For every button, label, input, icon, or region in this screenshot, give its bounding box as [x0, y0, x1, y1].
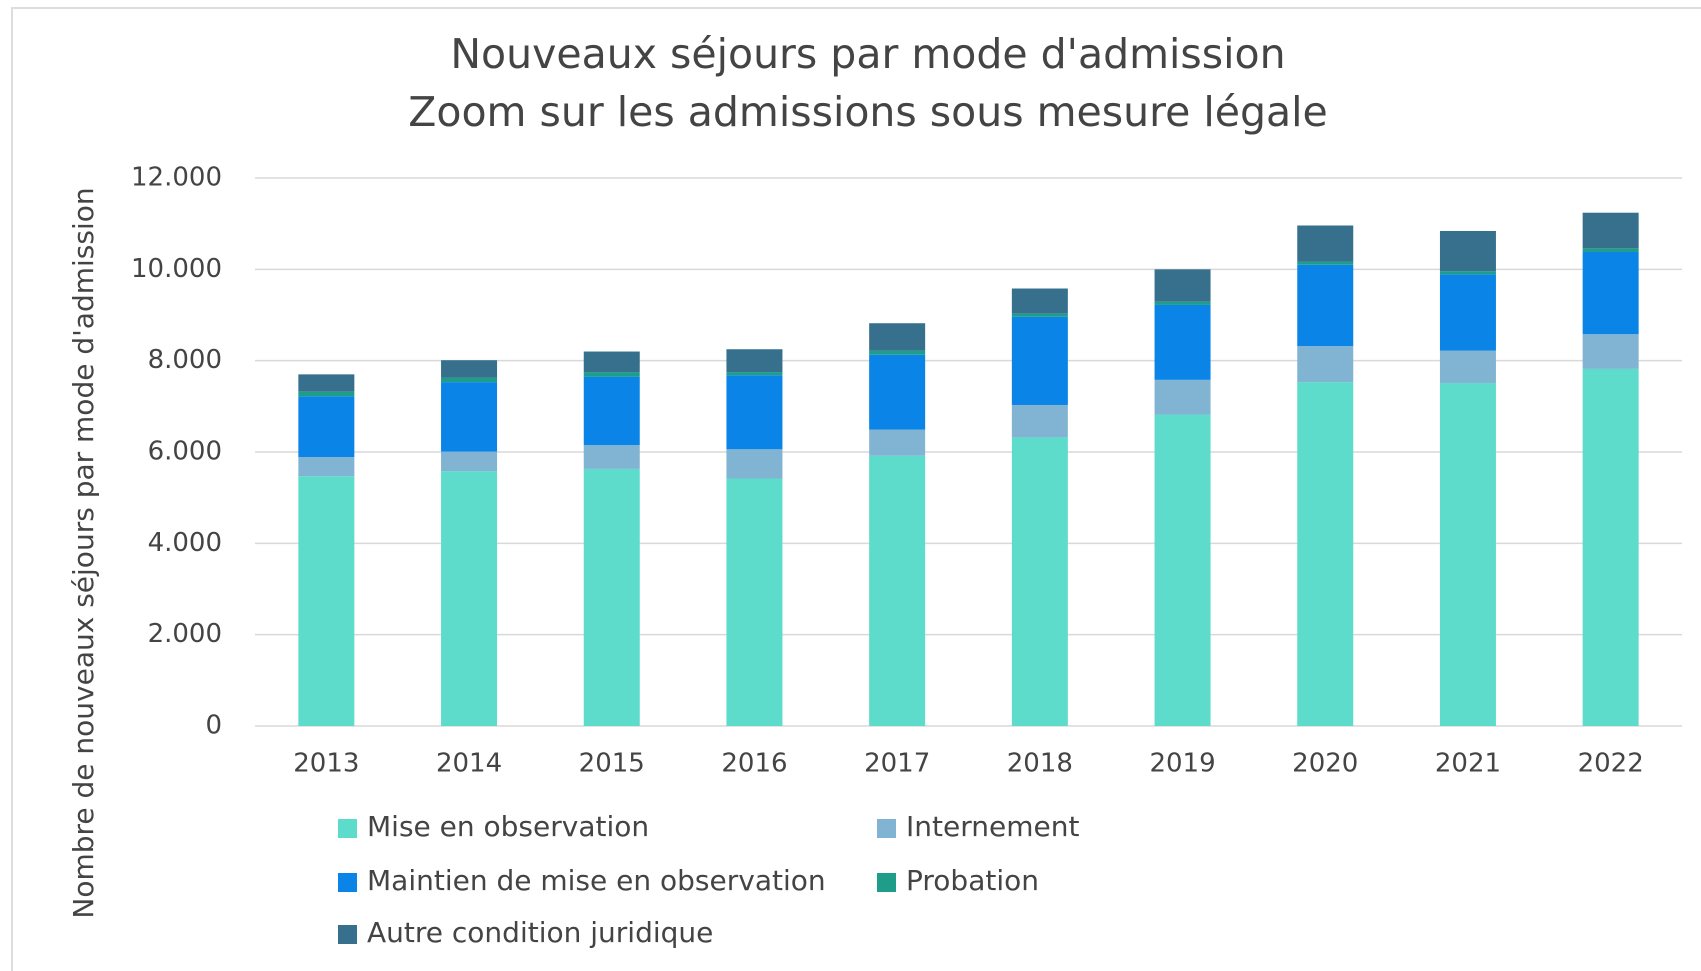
- bar-segment: [1154, 414, 1211, 726]
- x-tick-label: 2016: [721, 749, 787, 779]
- legend-label: Internement: [906, 810, 1079, 843]
- y-tick-label: 8.000: [148, 345, 222, 375]
- bar-segment: [298, 457, 355, 477]
- chart-title: Nouveaux séjours par mode d'admission: [450, 30, 1285, 78]
- x-tick-label: 2013: [293, 749, 359, 779]
- bar-segment: [869, 429, 926, 456]
- bar-segment: [1154, 301, 1211, 305]
- y-tick-label: 4.000: [148, 528, 222, 558]
- bar-segment: [869, 354, 926, 430]
- bar-segment: [583, 351, 640, 373]
- y-tick-label: 6.000: [148, 437, 222, 467]
- bar-segment: [1011, 404, 1068, 438]
- bar-segment: [1582, 248, 1639, 252]
- legend-swatch: [877, 819, 896, 838]
- bar-segment: [1011, 288, 1068, 314]
- legend-label: Mise en observation: [367, 810, 649, 843]
- bar-segment: [1011, 313, 1068, 317]
- bar-segment: [869, 323, 926, 351]
- x-tick-label: 2018: [1007, 749, 1073, 779]
- bar-segment: [1297, 346, 1354, 383]
- bar-segment: [1297, 264, 1354, 347]
- bar-segment: [583, 445, 640, 469]
- y-axis-label: Nombre de nouveaux séjours par mode d'ad…: [67, 187, 100, 918]
- bar-segment: [1154, 304, 1211, 380]
- x-tick-label: 2021: [1435, 749, 1501, 779]
- bar-segment: [441, 382, 498, 452]
- bar-segment: [1582, 212, 1639, 249]
- bar-segment: [1154, 269, 1211, 302]
- frame: [11, 7, 1701, 971]
- bar-segment: [583, 468, 640, 726]
- bar-segment: [1297, 225, 1354, 262]
- bar-segment: [1297, 382, 1354, 726]
- x-tick-label: 2020: [1292, 749, 1358, 779]
- legend-swatch: [877, 873, 896, 892]
- bar-segment: [298, 476, 355, 726]
- bar-segment: [1439, 230, 1496, 272]
- bar-segment: [1011, 437, 1068, 726]
- bar-segment: [441, 377, 498, 383]
- chart-subtitle: Zoom sur les admissions sous mesure léga…: [408, 88, 1327, 136]
- bar-segment: [441, 451, 498, 472]
- bar-segment: [1154, 379, 1211, 415]
- x-tick-label: 2017: [864, 749, 930, 779]
- legend-swatch: [338, 925, 357, 944]
- bar-segment: [298, 396, 355, 458]
- bar-segment: [869, 350, 926, 355]
- y-tick-label: 0: [205, 711, 222, 741]
- bar-segment: [1439, 271, 1496, 275]
- bar-segment: [1297, 261, 1354, 265]
- bar-segment: [1439, 274, 1496, 351]
- x-tick-label: 2014: [436, 749, 502, 779]
- bar-segment: [1439, 350, 1496, 384]
- bar-segment: [298, 391, 355, 397]
- bar-segment: [726, 349, 783, 373]
- legend-swatch: [338, 873, 357, 892]
- bar-segment: [726, 375, 783, 450]
- bar-segment: [441, 471, 498, 726]
- bar-segment: [869, 455, 926, 726]
- legend-label: Probation: [906, 864, 1039, 897]
- x-tick-label: 2022: [1578, 749, 1644, 779]
- bar-segment: [298, 374, 355, 392]
- y-tick-label: 12.000: [131, 163, 222, 193]
- bar-segment: [583, 372, 640, 377]
- legend-swatch: [338, 819, 357, 838]
- bar-segment: [726, 372, 783, 376]
- legend-label: Autre condition juridique: [367, 916, 713, 949]
- legend-label: Maintien de mise en observation: [367, 864, 826, 897]
- bar-segment: [441, 360, 498, 378]
- y-tick-label: 10.000: [131, 254, 222, 284]
- y-tick-label: 2.000: [148, 619, 222, 649]
- bar-segment: [583, 376, 640, 446]
- bar-segment: [1439, 383, 1496, 726]
- bar-segment: [1011, 316, 1068, 405]
- x-tick-label: 2019: [1149, 749, 1215, 779]
- bar-segment: [1582, 251, 1639, 335]
- bar-segment: [1582, 334, 1639, 369]
- x-tick-label: 2015: [579, 749, 645, 779]
- bar-segment: [726, 449, 783, 479]
- bar-segment: [726, 478, 783, 726]
- bar-segment: [1582, 368, 1639, 726]
